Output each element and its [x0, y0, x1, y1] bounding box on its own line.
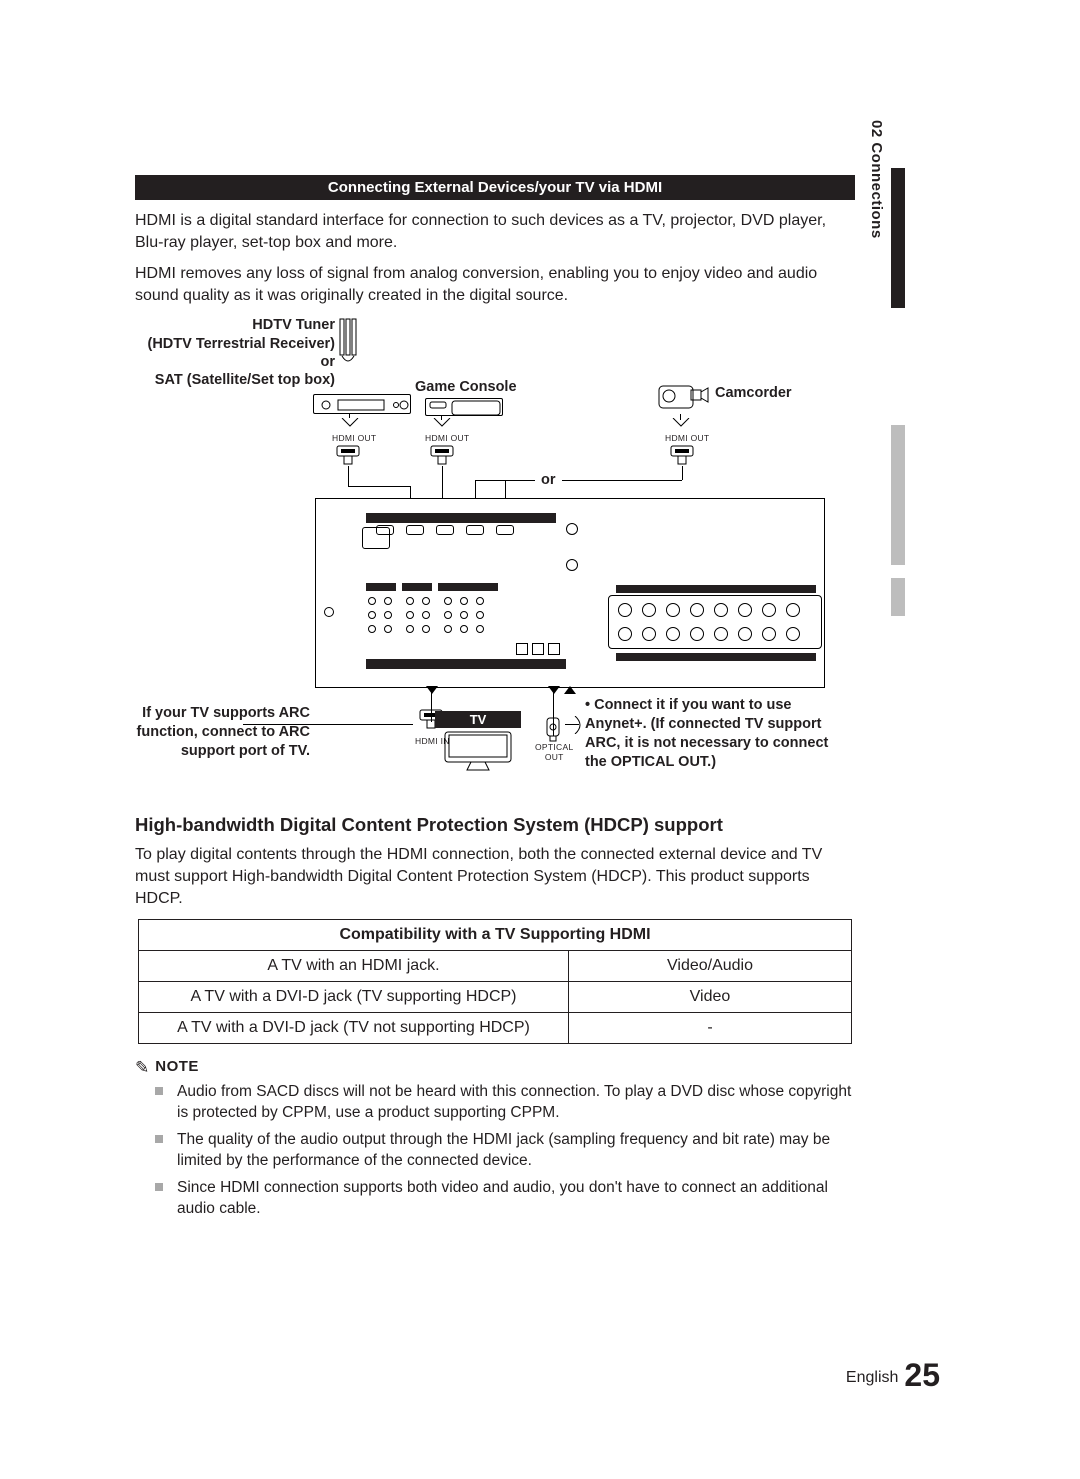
- sidebar-grey-block: [891, 425, 905, 565]
- arrow-down-icon: [425, 686, 439, 696]
- section-heading: Connecting External Devices/your TV via …: [135, 175, 855, 200]
- note-item: The quality of the audio output through …: [173, 1130, 855, 1172]
- table-row: A TV with a DVI-D jack (TV not supportin…: [139, 1013, 852, 1044]
- hdtv-tuner-label: HDTV Tuner (HDTV Terrestrial Receiver) o…: [135, 316, 335, 389]
- hdmi-out-label: HDMI OUT: [332, 433, 376, 443]
- hdcp-body: To play digital contents through the HDM…: [135, 844, 855, 909]
- note-item: Since HDMI connection supports both vide…: [173, 1178, 855, 1220]
- camcorder-icon: [655, 376, 710, 414]
- game-console-icon: [425, 398, 503, 416]
- intro-paragraph-2: HDMI removes any loss of signal from ana…: [135, 263, 855, 306]
- hdmi-plug-icon: [669, 444, 695, 466]
- hdmi-plug-icon: [335, 444, 361, 466]
- sidebar-dark-block: [891, 168, 905, 308]
- arrows-icon: [547, 686, 577, 696]
- tv-icon: TV: [435, 711, 521, 775]
- sidebar-grey-block-2: [891, 578, 905, 616]
- table-row: A TV with an HDMI jack.Video/Audio: [139, 951, 852, 982]
- page-footer: English25: [846, 1357, 940, 1394]
- optical-out-label: OPTICAL OUT: [535, 742, 573, 762]
- receiver-back-panel: [315, 498, 825, 688]
- table-header: Compatibility with a TV Supporting HDMI: [139, 920, 852, 951]
- tuner-icon: [338, 318, 360, 376]
- arrow-down-icon: [340, 418, 360, 428]
- anynet-note: • Connect it if you want to use Anynet+.…: [585, 696, 845, 771]
- arrow-down-icon: [432, 418, 452, 428]
- arrow-down-icon: [671, 418, 691, 428]
- hdmi-out-label: HDMI OUT: [425, 433, 469, 443]
- pencil-icon: ✎: [135, 1058, 149, 1077]
- chapter-tab: 02 Connections: [868, 120, 885, 239]
- settop-box-icon: [313, 394, 411, 414]
- camcorder-label: Camcorder: [715, 384, 792, 402]
- or-label: or: [535, 471, 562, 489]
- connection-diagram: HDTV Tuner (HDTV Terrestrial Receiver) o…: [135, 316, 855, 806]
- table-row: A TV with a DVI-D jack (TV supporting HD…: [139, 982, 852, 1013]
- compatibility-table: Compatibility with a TV Supporting HDMI …: [138, 919, 852, 1044]
- note-item: Audio from SACD discs will not be heard …: [173, 1082, 855, 1124]
- intro-paragraph-1: HDMI is a digital standard interface for…: [135, 210, 855, 253]
- hdmi-out-label: HDMI OUT: [665, 433, 709, 443]
- arc-note: If your TV supports ARC function, connec…: [135, 704, 310, 761]
- hdcp-heading: High-bandwidth Digital Content Protectio…: [135, 814, 855, 836]
- note-heading: ✎NOTE: [135, 1058, 855, 1078]
- game-console-label: Game Console: [415, 378, 517, 396]
- optical-plug-icon: [541, 716, 565, 742]
- hdmi-plug-icon: [429, 444, 455, 466]
